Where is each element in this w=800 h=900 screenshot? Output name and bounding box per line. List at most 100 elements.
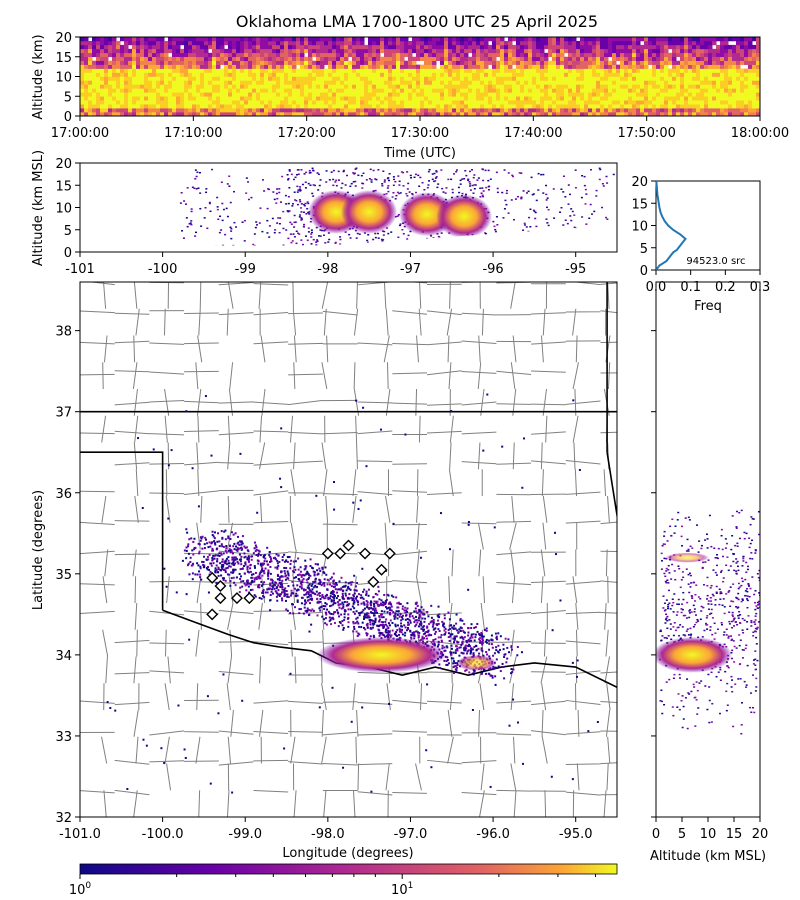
lon-alt-point <box>545 206 548 209</box>
time-height-cell <box>668 37 673 42</box>
plan-point <box>326 583 329 586</box>
time-height-cell <box>232 80 237 85</box>
time-height-cell <box>188 68 193 73</box>
time-height-cell <box>96 44 101 50</box>
time-height-cell <box>616 40 621 46</box>
time-height-cell <box>436 56 441 61</box>
time-height-cell <box>88 64 93 69</box>
time-height-cell <box>212 52 217 58</box>
plan-point <box>450 624 453 627</box>
time-height-cell <box>716 100 721 105</box>
lon-alt-point <box>495 171 498 174</box>
time-height-cell <box>272 84 277 89</box>
time-height-cell <box>244 72 249 77</box>
lon-alt-point <box>273 198 276 201</box>
time-height-cell <box>500 56 505 61</box>
time-height-cell <box>404 84 409 89</box>
time-height-cell <box>680 88 685 93</box>
plan-point <box>453 627 456 630</box>
lon-alt-point <box>328 238 331 241</box>
time-height-cell <box>400 96 405 101</box>
time-height-cell <box>264 112 269 116</box>
time-height-cell <box>132 84 137 89</box>
plan-point <box>308 576 311 579</box>
time-height-cell <box>400 80 405 85</box>
time-height-cell <box>652 100 657 105</box>
time-height-cell <box>264 37 269 42</box>
time-height-cell <box>244 96 249 101</box>
time-height-cell <box>192 88 197 93</box>
time-height-cell <box>748 56 753 61</box>
plan-point <box>480 671 483 674</box>
time-height-cell <box>168 76 173 81</box>
time-height-cell <box>572 44 577 50</box>
time-height-cell <box>232 56 237 61</box>
time-height-cell <box>436 92 441 97</box>
time-height-cell <box>196 40 201 46</box>
county-line <box>226 282 234 817</box>
time-height-cell <box>696 68 701 73</box>
plan-point <box>227 559 230 562</box>
time-height-cell <box>592 48 597 54</box>
time-height-cell <box>480 96 485 101</box>
time-height-cell <box>384 84 389 89</box>
time-height-cell <box>472 44 477 50</box>
time-height-cell <box>524 72 529 77</box>
time-height-cell <box>728 52 733 58</box>
time-height-cell <box>88 92 93 97</box>
time-height-cell <box>140 56 145 61</box>
time-height-cell <box>136 37 141 42</box>
time-height-cell <box>320 52 325 58</box>
time-height-cell <box>484 84 489 89</box>
lon-alt-point <box>282 210 285 213</box>
time-height-cell <box>540 64 545 69</box>
county-line <box>114 399 601 406</box>
time-height-cell <box>736 76 741 81</box>
time-height-cell <box>424 96 429 101</box>
plan-point <box>481 633 484 636</box>
time-height-cell <box>700 52 705 58</box>
time-height-cell <box>616 52 621 58</box>
time-height-cell <box>324 40 329 46</box>
time-height-cell <box>416 48 421 54</box>
time-height-cell <box>204 92 209 97</box>
lon-alt-point <box>357 174 360 177</box>
time-height-cell <box>160 76 165 81</box>
time-height-cell <box>700 44 705 50</box>
time-height-cell <box>656 96 661 101</box>
time-height-cell <box>188 84 193 89</box>
time-height-cell <box>172 96 177 101</box>
time-height-cell <box>416 112 421 116</box>
time-height-cell <box>640 56 645 61</box>
time-height-cell <box>532 60 537 65</box>
time-height-cell <box>124 44 129 50</box>
time-height-cell <box>612 84 617 89</box>
time-height-cell <box>720 100 725 105</box>
time-height-cell <box>736 92 741 97</box>
time-height-cell <box>372 84 377 89</box>
lon-alt-point <box>374 178 377 180</box>
time-height-cell <box>296 108 301 113</box>
time-height-cell <box>440 92 445 97</box>
time-height-cell <box>492 96 497 101</box>
time-height-cell <box>80 60 85 65</box>
time-height-cell <box>704 56 709 61</box>
time-height-cell <box>268 60 273 65</box>
time-height-cell <box>636 52 641 58</box>
time-height-cell <box>756 68 760 73</box>
lon-alt-point <box>230 227 233 230</box>
time-height-cell <box>224 37 229 42</box>
time-height-cell <box>492 104 497 109</box>
time-height-cell <box>632 40 637 46</box>
time-height-cell <box>544 52 549 58</box>
time-height-cell <box>460 104 465 109</box>
time-height-cell <box>548 60 553 65</box>
time-height-cell <box>188 88 193 93</box>
time-height-cell <box>636 72 641 77</box>
time-height-cell <box>388 108 393 113</box>
time-height-cell <box>408 96 413 101</box>
lon-alt-point <box>583 175 586 178</box>
time-height-cell <box>164 48 169 54</box>
time-height-cell <box>608 37 613 42</box>
time-height-cell <box>224 104 229 109</box>
